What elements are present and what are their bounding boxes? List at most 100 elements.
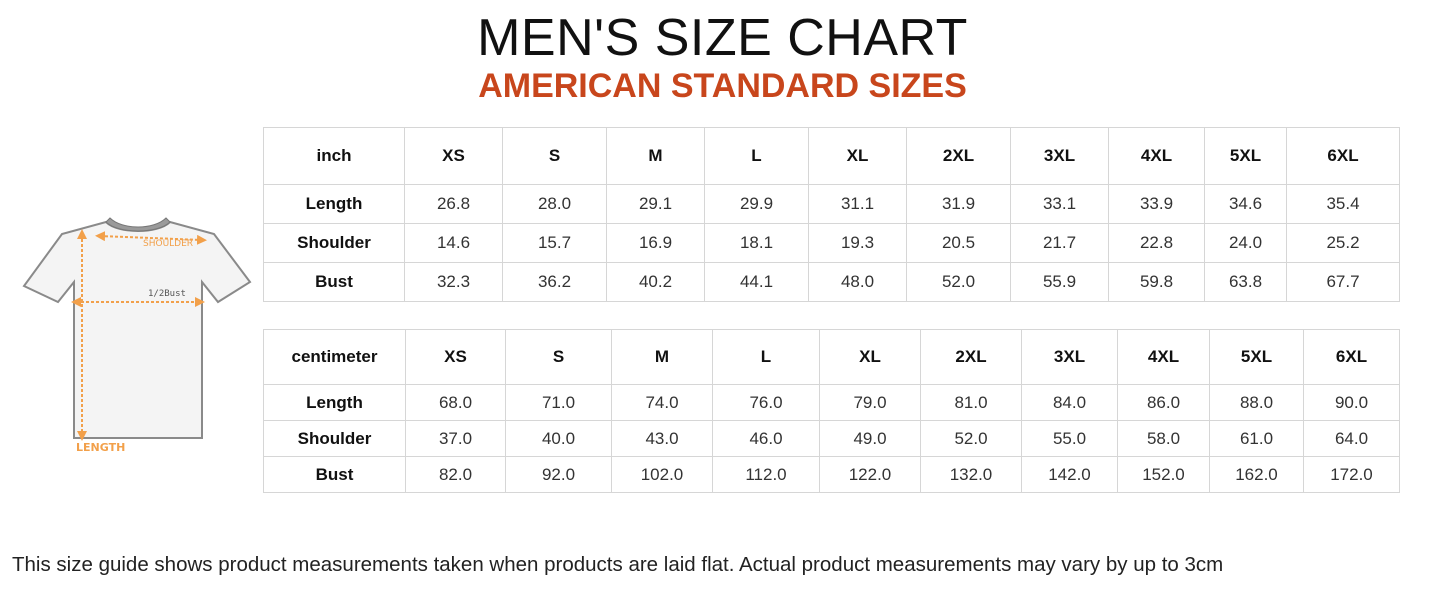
table-cell: 172.0: [1303, 456, 1400, 493]
table-row: Shoulder 14.6 15.7 16.9 18.1 19.3 20.5 2…: [263, 223, 1400, 263]
table-cell: 15.7: [502, 223, 607, 263]
table-cell: 55.9: [1010, 262, 1109, 302]
table-cell: 32.3: [404, 262, 503, 302]
size-header: 4XL: [1117, 329, 1210, 385]
row-label: Shoulder: [263, 223, 405, 263]
size-header: M: [606, 127, 705, 185]
shoulder-label: SHOULDER: [143, 239, 193, 249]
row-label: Bust: [263, 262, 405, 302]
table-cell: 84.0: [1021, 384, 1118, 421]
bust-label: 1/2Bust: [148, 289, 186, 299]
size-header: 3XL: [1010, 127, 1109, 185]
table-cell: 37.0: [405, 420, 506, 457]
row-label: Shoulder: [263, 420, 406, 457]
table-cell: 68.0: [405, 384, 506, 421]
table-cell: 79.0: [819, 384, 921, 421]
table-cell: 29.1: [606, 184, 705, 224]
table-cell: 28.0: [502, 184, 607, 224]
tshirt-measurement-diagram: SHOULDER 1/2Bust LENGTH: [22, 217, 252, 454]
table-cell: 92.0: [505, 456, 612, 493]
tshirt-collar: [105, 217, 171, 232]
table-cell: 88.0: [1209, 384, 1304, 421]
table-cell: 63.8: [1204, 262, 1287, 302]
table-cell: 20.5: [906, 223, 1011, 263]
shoulder-measure-line: [95, 231, 207, 245]
table-row: Length 26.8 28.0 29.1 29.9 31.1 31.9 33.…: [263, 184, 1400, 224]
table-cell: 16.9: [606, 223, 705, 263]
table-cell: 58.0: [1117, 420, 1210, 457]
table-cell: 31.1: [808, 184, 907, 224]
tshirt-body: [22, 220, 252, 439]
page-subtitle: AMERICAN STANDARD SIZES: [478, 67, 967, 105]
table-cell: 152.0: [1117, 456, 1210, 493]
size-header: M: [611, 329, 713, 385]
table-cell: 21.7: [1010, 223, 1109, 263]
table-cell: 90.0: [1303, 384, 1400, 421]
table-row: Shoulder 37.0 40.0 43.0 46.0 49.0 52.0 5…: [263, 420, 1400, 457]
size-guide-note: This size guide shows product measuremen…: [12, 553, 1224, 576]
table-cell: 25.2: [1286, 223, 1400, 263]
size-header: S: [505, 329, 612, 385]
table-cell: 74.0: [611, 384, 713, 421]
size-header: 2XL: [920, 329, 1022, 385]
table-cell: 86.0: [1117, 384, 1210, 421]
table-row: Bust 32.3 36.2 40.2 44.1 48.0 52.0 55.9 …: [263, 262, 1400, 302]
table-cell: 76.0: [712, 384, 820, 421]
size-header: 6XL: [1286, 127, 1400, 185]
table-cell: 34.6: [1204, 184, 1287, 224]
page-title: MEN'S SIZE CHART: [477, 9, 968, 67]
table-cell: 19.3: [808, 223, 907, 263]
table-cell: 31.9: [906, 184, 1011, 224]
table-cell: 46.0: [712, 420, 820, 457]
table-cell: 67.7: [1286, 262, 1400, 302]
table-cell: 49.0: [819, 420, 921, 457]
table-cell: 44.1: [704, 262, 809, 302]
table-header-row: inch XS S M L XL 2XL 3XL 4XL 5XL 6XL: [263, 127, 1400, 185]
table-cell: 132.0: [920, 456, 1022, 493]
table-cell: 36.2: [502, 262, 607, 302]
size-header: XS: [405, 329, 506, 385]
table-cell: 40.0: [505, 420, 612, 457]
table-cell: 52.0: [920, 420, 1022, 457]
table-row: Length 68.0 71.0 74.0 76.0 79.0 81.0 84.…: [263, 384, 1400, 421]
table-cell: 122.0: [819, 456, 921, 493]
table-cell: 24.0: [1204, 223, 1287, 263]
unit-header: inch: [263, 127, 405, 185]
table-cell: 18.1: [704, 223, 809, 263]
inch-size-table: inch XS S M L XL 2XL 3XL 4XL 5XL 6XL Len…: [263, 127, 1400, 302]
table-cell: 14.6: [404, 223, 503, 263]
table-cell: 52.0: [906, 262, 1011, 302]
size-header: XS: [404, 127, 503, 185]
size-header: 5XL: [1209, 329, 1304, 385]
size-header: XL: [808, 127, 907, 185]
table-cell: 142.0: [1021, 456, 1118, 493]
table-cell: 81.0: [920, 384, 1022, 421]
table-cell: 112.0: [712, 456, 820, 493]
centimeter-size-table: centimeter XS S M L XL 2XL 3XL 4XL 5XL 6…: [263, 329, 1400, 493]
size-header: 5XL: [1204, 127, 1287, 185]
table-cell: 29.9: [704, 184, 809, 224]
length-label: LENGTH: [76, 441, 125, 454]
table-cell: 43.0: [611, 420, 713, 457]
table-cell: 40.2: [606, 262, 705, 302]
table-cell: 82.0: [405, 456, 506, 493]
size-header: L: [712, 329, 820, 385]
size-header: 3XL: [1021, 329, 1118, 385]
table-cell: 33.1: [1010, 184, 1109, 224]
table-cell: 22.8: [1108, 223, 1205, 263]
size-header: 6XL: [1303, 329, 1400, 385]
table-cell: 59.8: [1108, 262, 1205, 302]
table-cell: 35.4: [1286, 184, 1400, 224]
table-cell: 55.0: [1021, 420, 1118, 457]
table-cell: 64.0: [1303, 420, 1400, 457]
table-header-row: centimeter XS S M L XL 2XL 3XL 4XL 5XL 6…: [263, 329, 1400, 385]
row-label: Length: [263, 184, 405, 224]
table-cell: 102.0: [611, 456, 713, 493]
table-cell: 61.0: [1209, 420, 1304, 457]
size-header: 4XL: [1108, 127, 1205, 185]
size-header: XL: [819, 329, 921, 385]
table-row: Bust 82.0 92.0 102.0 112.0 122.0 132.0 1…: [263, 456, 1400, 493]
table-cell: 48.0: [808, 262, 907, 302]
size-header: L: [704, 127, 809, 185]
row-label: Bust: [263, 456, 406, 493]
